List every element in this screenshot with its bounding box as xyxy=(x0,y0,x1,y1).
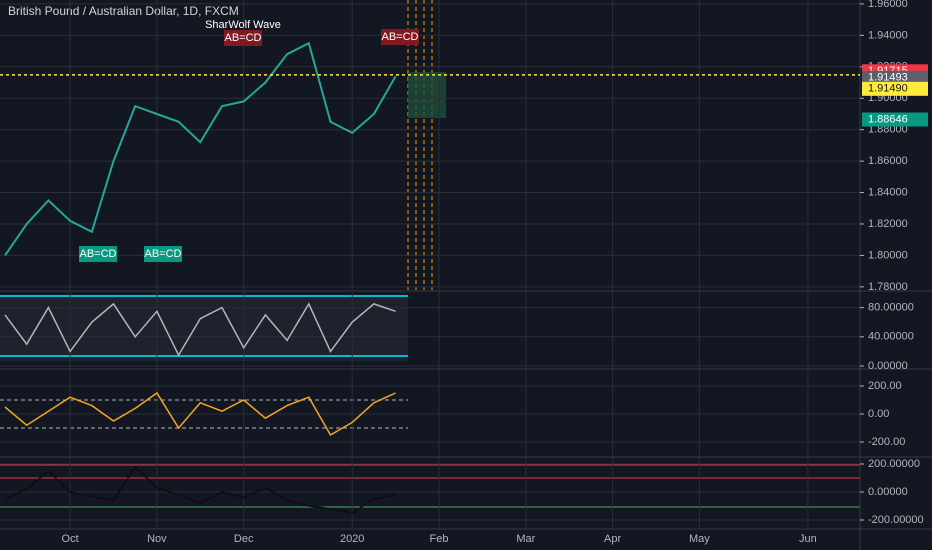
series-line xyxy=(4,465,396,514)
x-tick-label: May xyxy=(689,533,710,545)
position-box xyxy=(408,72,446,118)
x-tick-label: Oct xyxy=(62,533,79,545)
y-tick-label: 1.82000 xyxy=(868,218,908,230)
annotation-box xyxy=(224,30,262,46)
annotation: SharWolf Wave xyxy=(205,19,281,31)
y-tick-label: -200.00 xyxy=(868,436,905,448)
y-tick-label: 1.94000 xyxy=(868,29,908,41)
y-tick-label: 200.00 xyxy=(868,380,902,392)
y-tick-label: 80.00000 xyxy=(868,302,914,314)
y-tick-label: 1.96000 xyxy=(868,0,908,10)
y-tick-label: 0.00 xyxy=(868,408,889,420)
x-tick-label: Feb xyxy=(430,533,449,545)
price-tag xyxy=(862,112,928,127)
x-tick-label: Dec xyxy=(234,533,254,545)
annotation: AB=CD xyxy=(145,248,182,260)
x-tick-label: Apr xyxy=(604,533,621,545)
annotation: AB=CD xyxy=(80,248,117,260)
price-tag-label: 1.88646 xyxy=(868,113,908,125)
chart-title: British Pound / Australian Dollar, 1D, F… xyxy=(8,4,239,18)
series-line xyxy=(4,302,396,357)
x-tick-label: Nov xyxy=(147,533,167,545)
x-tick-label: 2020 xyxy=(340,533,364,545)
annotation: AB=CD xyxy=(382,31,419,43)
y-tick-label: 200.00000 xyxy=(868,458,920,470)
price-tag xyxy=(862,70,928,85)
y-tick-label: 40.00000 xyxy=(868,331,914,343)
annotation-box xyxy=(381,29,419,45)
osc-band xyxy=(0,295,408,361)
annotation-box xyxy=(79,246,117,262)
annotation: AB=CD xyxy=(225,32,262,44)
y-tick-label: -200.00000 xyxy=(868,514,924,526)
y-tick-label: 1.86000 xyxy=(868,155,908,167)
y-tick-label: 0.00000 xyxy=(868,486,908,498)
annotation-box xyxy=(144,246,182,262)
y-tick-label: 0.00000 xyxy=(868,360,908,372)
price-tag xyxy=(862,81,928,96)
y-tick-label: 1.80000 xyxy=(868,249,908,261)
price-tag-label: 1.91493 xyxy=(868,72,908,84)
y-tick-label: 1.88000 xyxy=(868,124,908,136)
y-tick-label: 1.78000 xyxy=(868,281,908,293)
x-tick-label: Mar xyxy=(516,533,535,545)
projection-lines xyxy=(407,0,433,290)
y-tick-label: 1.84000 xyxy=(868,186,908,198)
series-line xyxy=(4,391,396,437)
series-line xyxy=(4,41,397,256)
x-tick-label: Jun xyxy=(799,533,817,545)
price-tag-label: 1.91490 xyxy=(868,83,908,95)
